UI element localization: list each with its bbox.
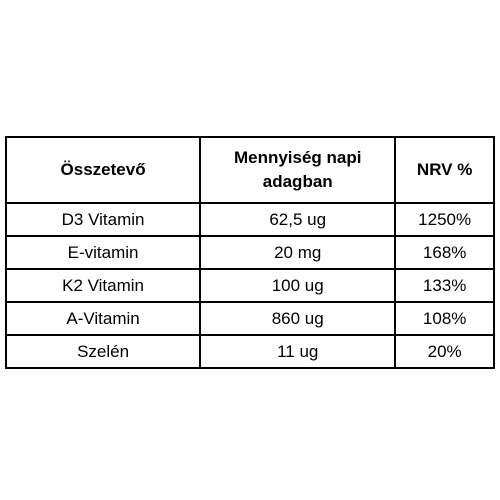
table-row: A-Vitamin 860 ug 108%	[4, 301, 495, 336]
table-cell: 133%	[394, 268, 495, 303]
table-cell: Szelén	[4, 334, 202, 369]
table-cell: 168%	[394, 235, 495, 270]
table-row: K2 Vitamin 100 ug 133%	[4, 268, 495, 303]
table-cell: E-vitamin	[4, 235, 202, 270]
table-cell: 100 ug	[199, 268, 397, 303]
table-row: Szelén 11 ug 20%	[4, 334, 495, 369]
table-cell: 108%	[394, 301, 495, 336]
header-cell: NRV %	[394, 136, 495, 204]
table-cell: 860 ug	[199, 301, 397, 336]
nutrition-table: Összetevő Mennyiség napi adagban NRV % D…	[4, 136, 495, 369]
table-row: D3 Vitamin 62,5 ug 1250%	[4, 202, 495, 237]
header-text: Összetevő	[60, 160, 146, 179]
table-cell: 20 mg	[199, 235, 397, 270]
table-header: Összetevő Mennyiség napi adagban NRV %	[4, 136, 495, 204]
header-row: Összetevő Mennyiség napi adagban NRV %	[4, 136, 495, 204]
header-text: NRV %	[416, 160, 473, 179]
header-cell: Mennyiség napi adagban	[199, 136, 397, 204]
table-row: E-vitamin 20 mg 168%	[4, 235, 495, 270]
table-cell: 20%	[394, 334, 495, 369]
header-cell: Összetevő	[4, 136, 202, 204]
table-cell: 1250%	[394, 202, 495, 237]
table-cell: D3 Vitamin	[4, 202, 202, 237]
table-cell: 11 ug	[199, 334, 397, 369]
table-cell: A-Vitamin	[4, 301, 202, 336]
table-cell: 62,5 ug	[199, 202, 397, 237]
table-body: D3 Vitamin 62,5 ug 1250% E-vitamin 20 mg 168%…	[4, 202, 495, 369]
header-text: Mennyiség napi adagban	[233, 148, 362, 191]
table-cell: K2 Vitamin	[4, 268, 202, 303]
